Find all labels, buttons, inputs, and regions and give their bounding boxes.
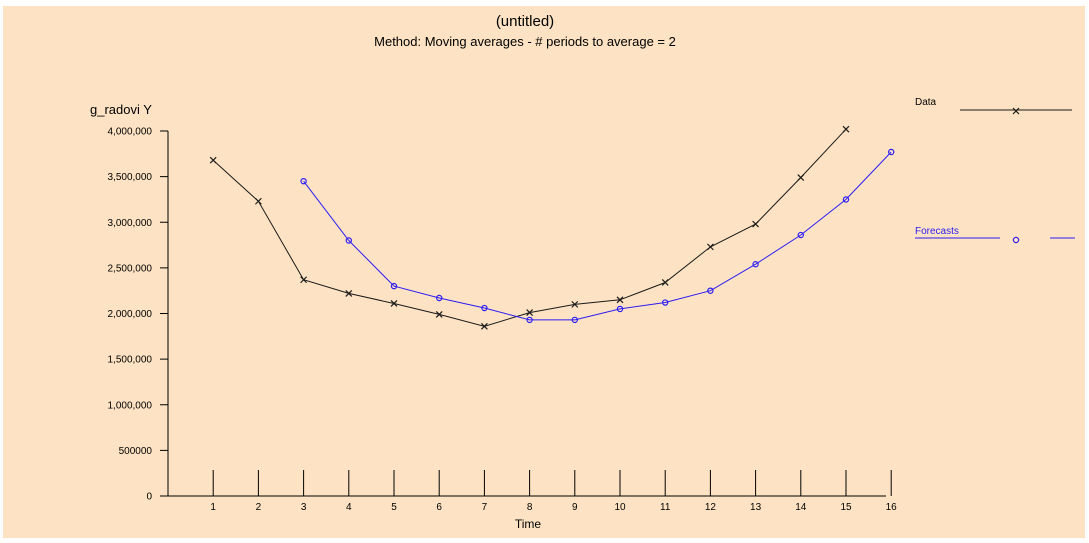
forecast-point bbox=[526, 316, 533, 324]
y-tick-label: 3,000,000 bbox=[108, 218, 153, 229]
legend-marker-data bbox=[1012, 107, 1020, 115]
data-point bbox=[480, 322, 488, 330]
data-point bbox=[209, 156, 217, 164]
data-point bbox=[254, 197, 262, 205]
x-tick-label: 4 bbox=[346, 502, 352, 513]
x-tick-label: 6 bbox=[436, 502, 442, 513]
data-point bbox=[435, 310, 443, 318]
y-tick-label: 1,000,000 bbox=[108, 400, 153, 411]
y-tick-label: 4,000,000 bbox=[108, 127, 153, 138]
x-tick-label: 5 bbox=[391, 502, 397, 513]
forecast-point bbox=[345, 237, 352, 244]
data-point bbox=[661, 279, 669, 286]
series-line-data bbox=[212, 128, 847, 327]
x-tick-label: 15 bbox=[840, 502, 852, 513]
data-point bbox=[526, 309, 534, 317]
x-tick-label: 13 bbox=[750, 502, 762, 513]
chart-title: (untitled) bbox=[496, 13, 554, 30]
x-tick-label: 10 bbox=[614, 502, 626, 513]
data-point bbox=[390, 300, 398, 307]
y-tick-label: 0 bbox=[146, 492, 152, 503]
x-axis-label: Time bbox=[515, 517, 542, 531]
forecast-point bbox=[571, 316, 579, 324]
data-point bbox=[797, 174, 805, 181]
forecast-point bbox=[662, 299, 669, 306]
forecast-point bbox=[752, 261, 759, 268]
forecast-point bbox=[390, 282, 398, 290]
y-axis-label: g_radovi Y bbox=[90, 102, 152, 117]
y-tick-label: 2,500,000 bbox=[108, 263, 153, 274]
data-point bbox=[616, 296, 624, 304]
x-tick-label: 11 bbox=[660, 502, 671, 513]
data-point bbox=[752, 220, 760, 228]
forecast-point bbox=[797, 231, 805, 239]
data-point bbox=[706, 243, 714, 251]
data-point bbox=[571, 300, 579, 308]
x-tick-label: 1 bbox=[210, 502, 216, 513]
y-tick-label: 3,500,000 bbox=[108, 172, 153, 183]
legend-label-data: Data bbox=[915, 97, 937, 108]
forecast-point bbox=[616, 305, 624, 313]
forecast-point bbox=[481, 304, 488, 312]
forecast-point bbox=[707, 287, 714, 294]
forecast-point bbox=[842, 196, 850, 203]
legend-marker-forecasts bbox=[1012, 236, 1020, 244]
legend-o-marker bbox=[1012, 236, 1020, 244]
plot-panel bbox=[3, 6, 1085, 538]
x-tick-label: 2 bbox=[256, 502, 262, 513]
chart-subtitle: Method: Moving averages - # periods to a… bbox=[374, 34, 676, 49]
y-tick-label: 2,000,000 bbox=[108, 309, 153, 320]
forecast-point bbox=[436, 294, 443, 302]
x-tick-label: 12 bbox=[705, 502, 717, 513]
forecast-point bbox=[888, 148, 895, 156]
x-tick-label: 16 bbox=[886, 502, 898, 513]
x-ticks: 1 2 3 4 5 6 7 8 9 10 11 12 13 14 15 16 bbox=[210, 470, 897, 513]
legend-x-marker bbox=[1012, 107, 1020, 115]
x-tick-label: 7 bbox=[482, 502, 488, 513]
series-layer bbox=[209, 125, 895, 330]
y-tick-label: 500000 bbox=[119, 446, 153, 457]
legend: Data Forecasts bbox=[915, 97, 1075, 244]
series-line-forecasts bbox=[303, 151, 892, 321]
y-tick-label: 1,500,000 bbox=[108, 355, 153, 366]
data-point bbox=[300, 276, 308, 284]
x-tick-label: 9 bbox=[572, 502, 578, 513]
data-point bbox=[345, 290, 353, 297]
x-tick-label: 14 bbox=[795, 502, 807, 513]
data-point bbox=[842, 125, 850, 133]
legend-label-forecasts: Forecasts bbox=[915, 226, 959, 237]
x-tick-label: 3 bbox=[301, 502, 307, 513]
forecast-point bbox=[300, 177, 307, 185]
y-ticks: 0 500000 1,000,000 1,500,000 2,000,000 2,500,… bbox=[108, 127, 168, 503]
x-tick-label: 8 bbox=[527, 502, 533, 513]
